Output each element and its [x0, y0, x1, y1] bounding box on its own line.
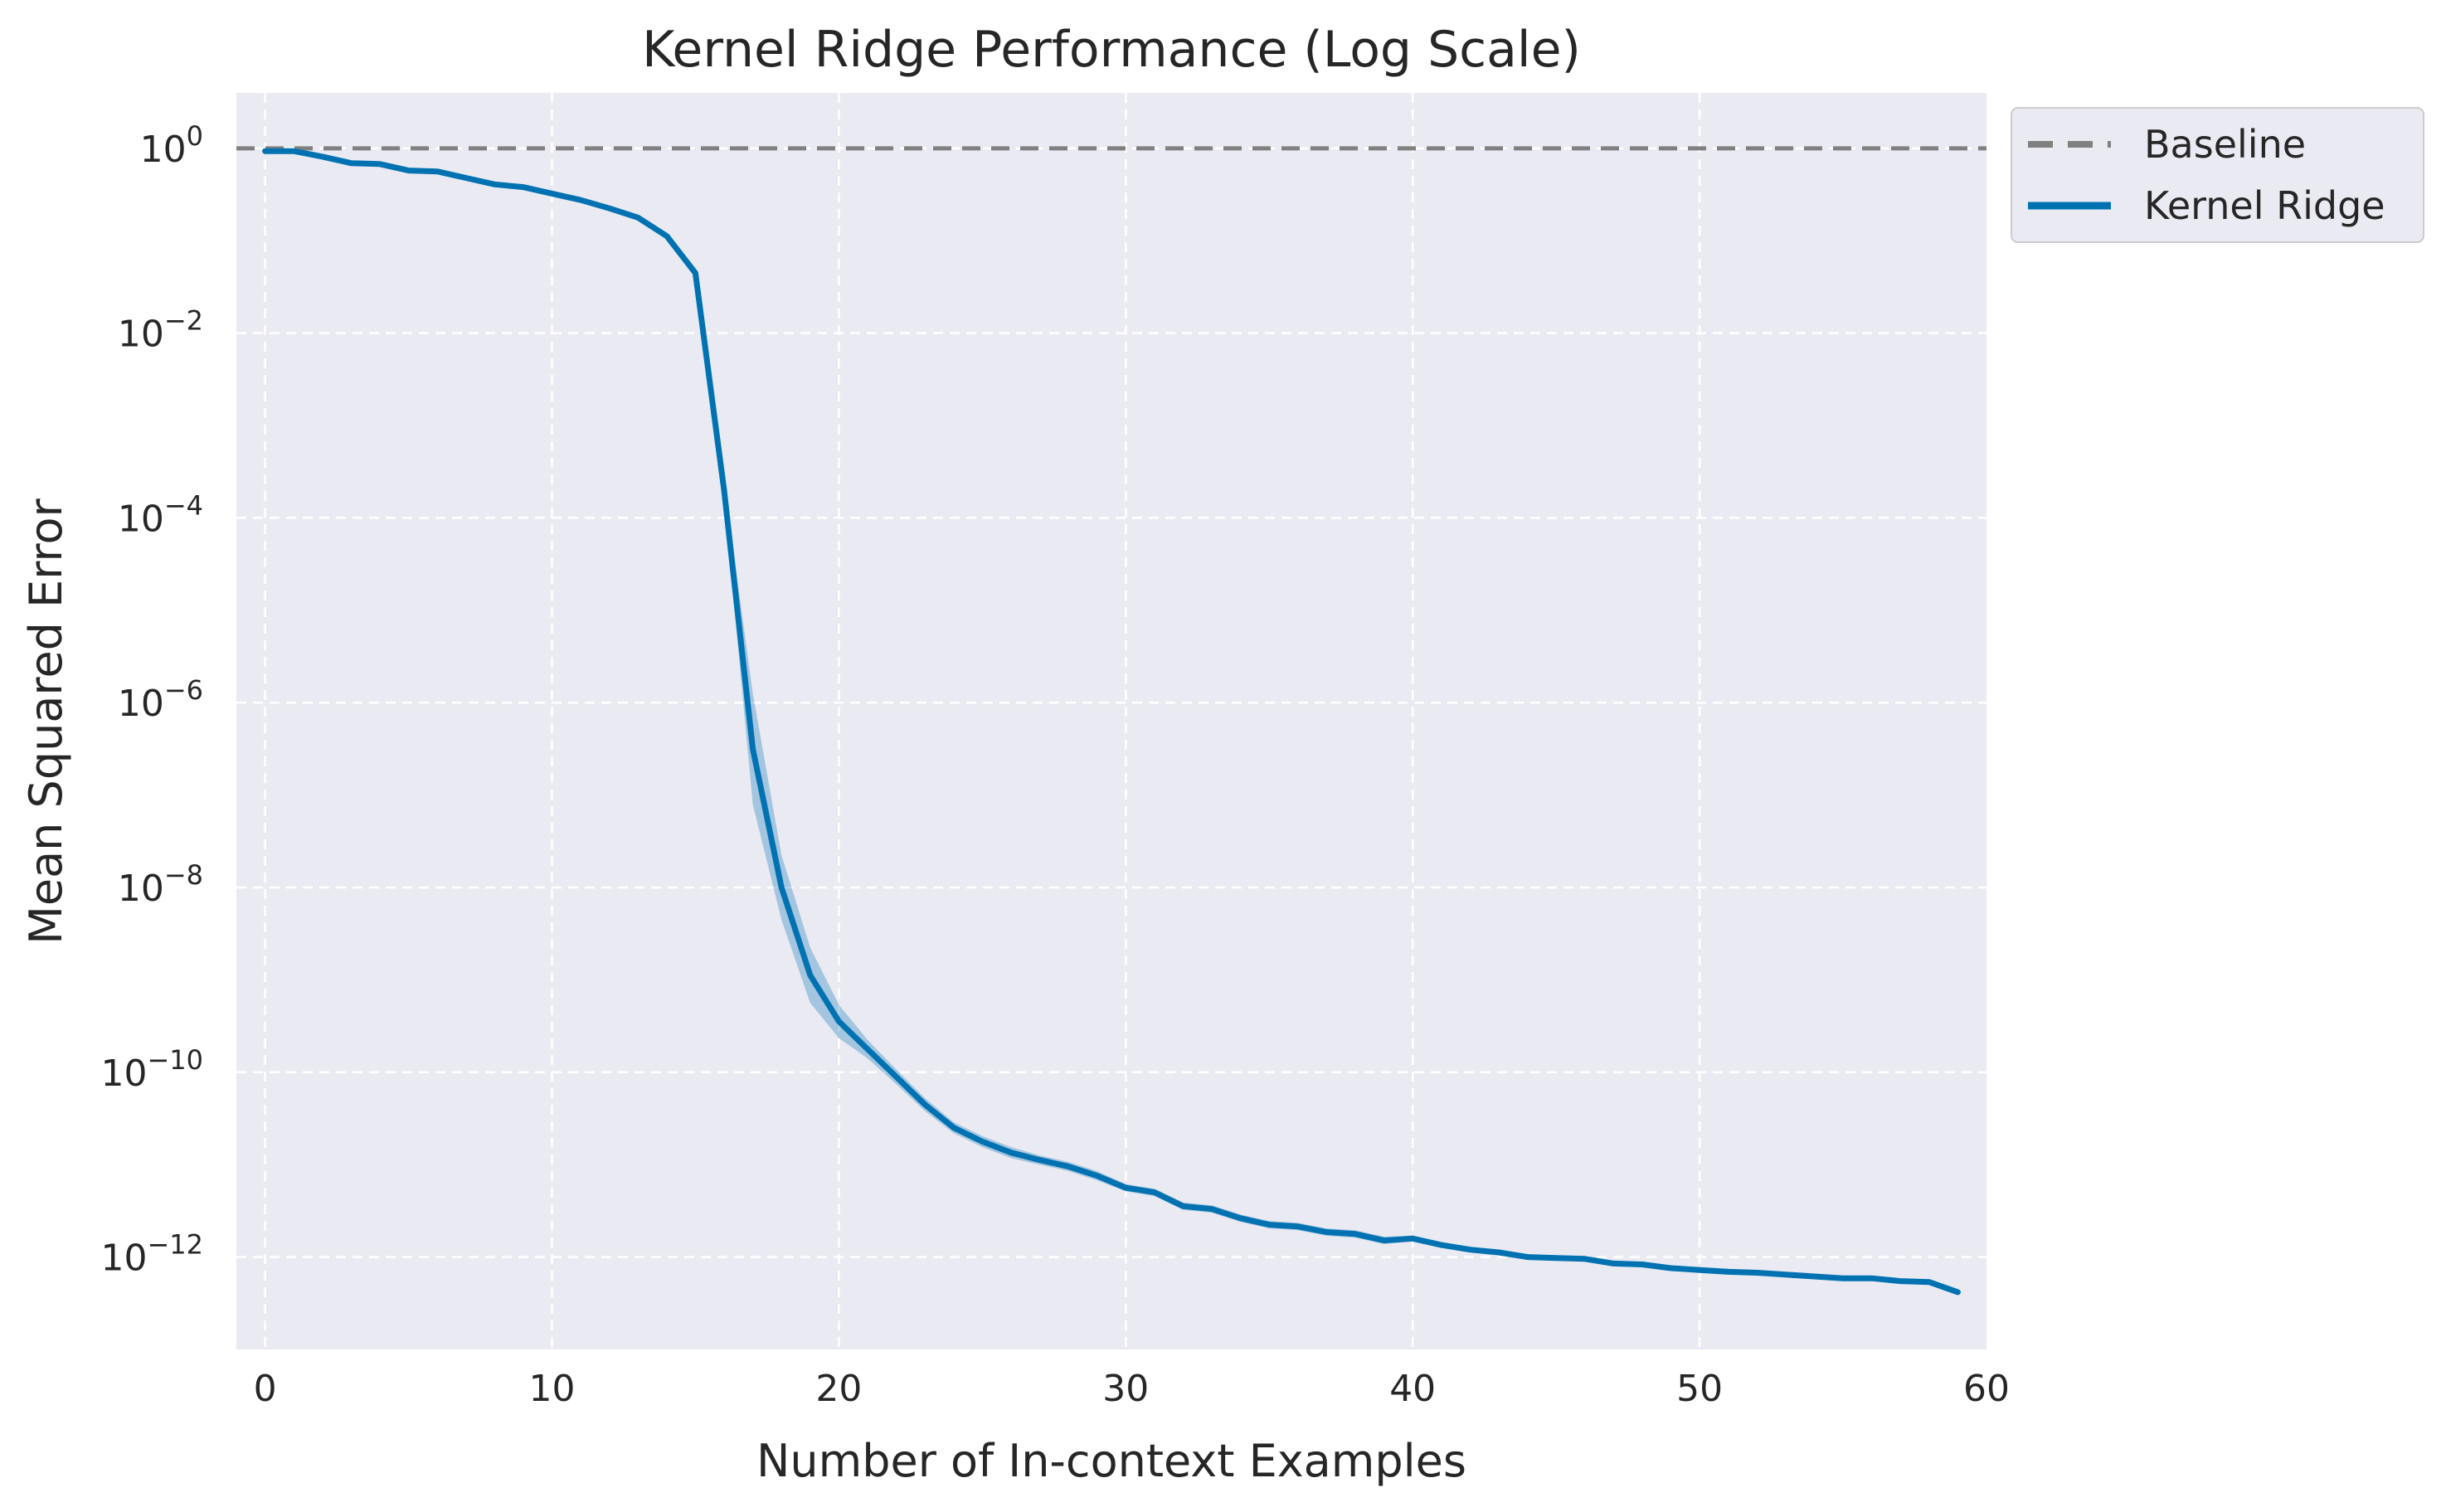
- x-tick-label: 50: [1676, 1368, 1723, 1410]
- x-tick-label: 10: [528, 1368, 575, 1410]
- y-tick-label: 10−4: [118, 489, 203, 540]
- x-tick-label: 60: [1963, 1368, 2010, 1410]
- y-tick-labels: 100 10−2 10−4 10−6 10−8 10−10 10−12: [100, 120, 203, 1280]
- y-tick-label: 10−2: [118, 305, 203, 356]
- x-tick-label: 30: [1102, 1368, 1149, 1410]
- plot-background: [236, 93, 1986, 1349]
- x-tick-label: 40: [1389, 1368, 1436, 1410]
- y-tick-label: 10−10: [100, 1044, 203, 1095]
- y-tick-label: 100: [140, 120, 203, 171]
- legend-baseline-label: Baseline: [2144, 122, 2306, 167]
- legend-kernel-ridge-label: Kernel Ridge: [2144, 183, 2385, 228]
- x-tick-label: 20: [815, 1368, 862, 1410]
- kernel-ridge-line: [262, 148, 1961, 1296]
- legend-box: [2011, 107, 2424, 243]
- y-tick-label: 10−12: [100, 1229, 203, 1280]
- x-tick-label: 0: [254, 1368, 277, 1410]
- chart-title: Kernel Ridge Performance (Log Scale): [642, 21, 1581, 79]
- series-layer: [262, 148, 1961, 1296]
- y-tick-label: 10−6: [118, 674, 203, 725]
- x-tick-labels: 0 10 20 30 40 50 60: [254, 1368, 2010, 1410]
- y-axis-label: Mean Squared Error: [20, 498, 72, 944]
- legend: Baseline Kernel Ridge: [2011, 107, 2424, 243]
- y-tick-label: 10−8: [118, 859, 203, 910]
- x-axis-label: Number of In-context Examples: [756, 1435, 1466, 1487]
